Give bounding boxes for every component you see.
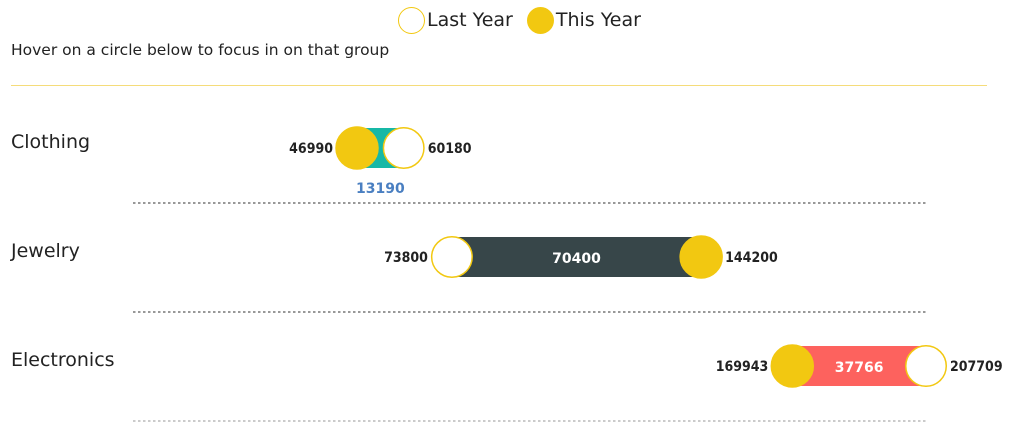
this-year-point-jewelry[interactable] bbox=[679, 235, 723, 279]
legend: Last Year This Year bbox=[398, 5, 655, 35]
top-divider bbox=[11, 85, 987, 86]
difference-label-electronics: 37766 bbox=[835, 360, 884, 376]
difference-bar-jewelry bbox=[451, 237, 702, 277]
category-label-electronics: Electronics bbox=[11, 349, 115, 371]
difference-label-clothing: 13190 bbox=[356, 181, 405, 197]
category-label-clothing: Clothing bbox=[11, 131, 90, 153]
legend-last-year-label: Last Year bbox=[427, 9, 513, 31]
value-label-left-clothing: 46990 bbox=[289, 141, 333, 157]
legend-last-year-circle-icon[interactable] bbox=[398, 6, 425, 34]
this-year-point-electronics[interactable] bbox=[770, 344, 815, 388]
difference-label-jewelry: 70400 bbox=[552, 251, 601, 267]
hover-hint: Hover on a circle below to focus in on t… bbox=[11, 41, 390, 59]
value-label-right-jewelry: 144200 bbox=[725, 250, 778, 266]
last-year-point-electronics[interactable] bbox=[905, 345, 947, 387]
last-year-point-clothing[interactable] bbox=[382, 127, 425, 169]
last-year-point-jewelry[interactable] bbox=[430, 236, 473, 278]
legend-this-year-circle-icon[interactable] bbox=[526, 6, 554, 34]
value-label-left-electronics: 169943 bbox=[716, 359, 769, 375]
legend-this-year-label: This Year bbox=[555, 9, 641, 31]
this-year-point-clothing[interactable] bbox=[335, 126, 379, 170]
value-label-right-electronics: 207709 bbox=[950, 359, 1003, 375]
category-label-jewelry: Jewelry bbox=[10, 240, 80, 262]
value-label-right-clothing: 60180 bbox=[428, 141, 472, 157]
difference-bar-electronics bbox=[792, 346, 926, 386]
value-label-left-jewelry: 73800 bbox=[384, 250, 428, 266]
